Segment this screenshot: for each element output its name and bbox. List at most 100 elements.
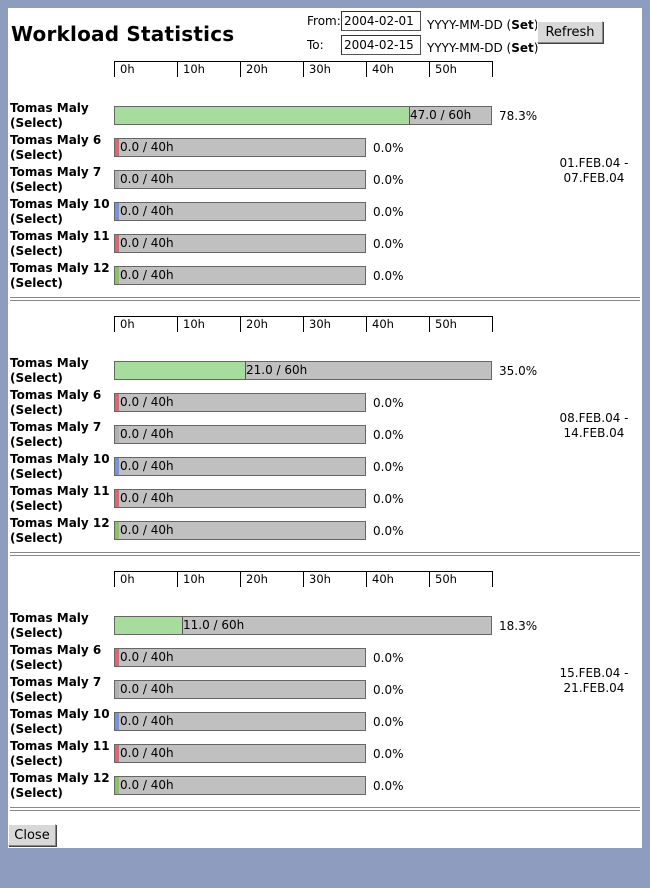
user-name-cell: Tomas Maly (Select) xyxy=(10,611,89,640)
select-link[interactable]: Select xyxy=(15,658,58,672)
page-title: Workload Statistics xyxy=(11,22,235,46)
workload-bar: 0.0 / 40h xyxy=(114,521,366,540)
scale-tick: 10h xyxy=(177,317,240,332)
workload-fill xyxy=(115,777,119,794)
workload-percent: 0.0% xyxy=(373,651,404,665)
user-row: Tomas Maly 10 (Select) 0.0 / 40h 0.0% xyxy=(8,452,568,484)
workload-bar: 0.0 / 40h xyxy=(114,425,366,444)
close-button[interactable]: Close xyxy=(8,824,56,846)
workload-percent: 0.0% xyxy=(373,428,404,442)
user-name: Tomas Maly 12 xyxy=(10,261,110,275)
user-row: Tomas Maly 11 (Select) 0.0 / 40h 0.0% xyxy=(8,229,568,261)
workload-bar: 21.0 / 60h xyxy=(114,361,492,380)
to-date-input[interactable] xyxy=(341,35,421,55)
week-section: 0h 10h 20h 30h 40h 50h Tomas Maly (Select) 21.0 … xyxy=(8,316,642,571)
workload-bar: 0.0 / 40h xyxy=(114,744,366,763)
scale-tick: 20h xyxy=(240,62,303,77)
select-link[interactable]: Select xyxy=(15,180,58,194)
section-divider xyxy=(10,297,640,301)
user-name: Tomas Maly 10 xyxy=(10,452,110,466)
select-link[interactable]: Select xyxy=(15,403,58,417)
scale-tick: 30h xyxy=(303,317,366,332)
select-link[interactable]: Select xyxy=(15,626,58,640)
scale-tick: 50h xyxy=(429,317,492,332)
workload-percent: 0.0% xyxy=(373,269,404,283)
workload-percent: 0.0% xyxy=(373,683,404,697)
select-link[interactable]: Select xyxy=(15,244,58,258)
workload-value: 0.0 / 40h xyxy=(120,236,174,250)
workload-panel: Workload Statistics From: YYYY-MM-DD (Se… xyxy=(8,8,642,848)
hour-scale: 0h 10h 20h 30h 40h 50h xyxy=(114,61,493,77)
workload-bar: 0.0 / 40h xyxy=(114,648,366,667)
from-label: From: xyxy=(307,14,341,28)
refresh-button[interactable]: Refresh xyxy=(537,21,603,43)
period-line: 15.FEB.04 - xyxy=(559,666,629,680)
select-link[interactable]: Select xyxy=(15,212,58,226)
workload-percent: 0.0% xyxy=(373,779,404,793)
workload-bar: 0.0 / 40h xyxy=(114,393,366,412)
workload-bar: 11.0 / 60h xyxy=(114,616,492,635)
user-name: Tomas Maly 7 xyxy=(10,675,102,689)
workload-bar: 0.0 / 40h xyxy=(114,776,366,795)
scale-tick: 20h xyxy=(240,572,303,587)
workload-fill xyxy=(115,203,119,220)
user-row: Tomas Maly 6 (Select) 0.0 / 40h 0.0% xyxy=(8,388,568,420)
period-line: 14.FEB.04 xyxy=(563,426,625,440)
workload-percent: 78.3% xyxy=(499,109,538,123)
select-link[interactable]: Select xyxy=(15,371,58,385)
workload-value: 0.0 / 40h xyxy=(120,778,174,792)
user-name: Tomas Maly xyxy=(10,611,89,625)
workload-fill xyxy=(115,490,119,507)
workload-value: 0.0 / 40h xyxy=(120,459,174,473)
workload-percent: 0.0% xyxy=(373,237,404,251)
workload-fill xyxy=(115,362,246,379)
hour-scale: 0h 10h 20h 30h 40h 50h xyxy=(114,571,493,587)
select-link[interactable]: Select xyxy=(15,690,58,704)
user-name-cell: Tomas Maly 11 (Select) xyxy=(10,739,110,768)
to-format-hint: YYYY-MM-DD (Set) xyxy=(427,41,539,55)
workload-value: 0.0 / 40h xyxy=(120,650,174,664)
select-link[interactable]: Select xyxy=(15,531,58,545)
workload-fill xyxy=(115,522,119,539)
hour-scale: 0h 10h 20h 30h 40h 50h xyxy=(114,316,493,332)
select-link[interactable]: Select xyxy=(15,499,58,513)
workload-percent: 0.0% xyxy=(373,173,404,187)
user-name-cell: Tomas Maly 10 (Select) xyxy=(10,197,110,226)
user-name: Tomas Maly 10 xyxy=(10,707,110,721)
user-row: Tomas Maly 7 (Select) 0.0 / 40h 0.0% xyxy=(8,165,568,197)
workload-bar: 0.0 / 40h xyxy=(114,170,366,189)
user-row: Tomas Maly 10 (Select) 0.0 / 40h 0.0% xyxy=(8,197,568,229)
select-link[interactable]: Select xyxy=(15,722,58,736)
to-set-link[interactable]: Set xyxy=(511,41,534,55)
workload-percent: 18.3% xyxy=(499,619,538,633)
workload-bar: 0.0 / 40h xyxy=(114,234,366,253)
user-name-cell: Tomas Maly 11 (Select) xyxy=(10,484,110,513)
scale-tick: 0h xyxy=(114,317,177,332)
workload-value: 21.0 / 60h xyxy=(246,363,308,377)
select-link[interactable]: Select xyxy=(15,786,58,800)
scale-tick: 50h xyxy=(429,62,492,77)
select-link[interactable]: Select xyxy=(15,435,58,449)
from-set-link[interactable]: Set xyxy=(511,18,534,32)
workload-fill xyxy=(115,426,119,443)
select-link[interactable]: Select xyxy=(15,276,58,290)
to-label: To: xyxy=(307,38,324,52)
user-name-cell: Tomas Maly 7 (Select) xyxy=(10,165,102,194)
from-date-input[interactable] xyxy=(341,11,421,31)
workload-value: 0.0 / 40h xyxy=(120,491,174,505)
workload-percent: 0.0% xyxy=(373,460,404,474)
select-link[interactable]: Select xyxy=(15,754,58,768)
user-row: Tomas Maly 7 (Select) 0.0 / 40h 0.0% xyxy=(8,675,568,707)
period-line: 08.FEB.04 - xyxy=(559,411,629,425)
workload-percent: 0.0% xyxy=(373,747,404,761)
user-row: Tomas Maly 12 (Select) 0.0 / 40h 0.0% xyxy=(8,261,568,293)
workload-value: 0.0 / 40h xyxy=(120,682,174,696)
user-name: Tomas Maly 7 xyxy=(10,165,102,179)
select-link[interactable]: Select xyxy=(15,116,58,130)
workload-value: 0.0 / 40h xyxy=(120,204,174,218)
workload-percent: 35.0% xyxy=(499,364,538,378)
select-link[interactable]: Select xyxy=(15,467,58,481)
workload-value: 11.0 / 60h xyxy=(183,618,245,632)
select-link[interactable]: Select xyxy=(15,148,58,162)
user-name: Tomas Maly 11 xyxy=(10,739,110,753)
